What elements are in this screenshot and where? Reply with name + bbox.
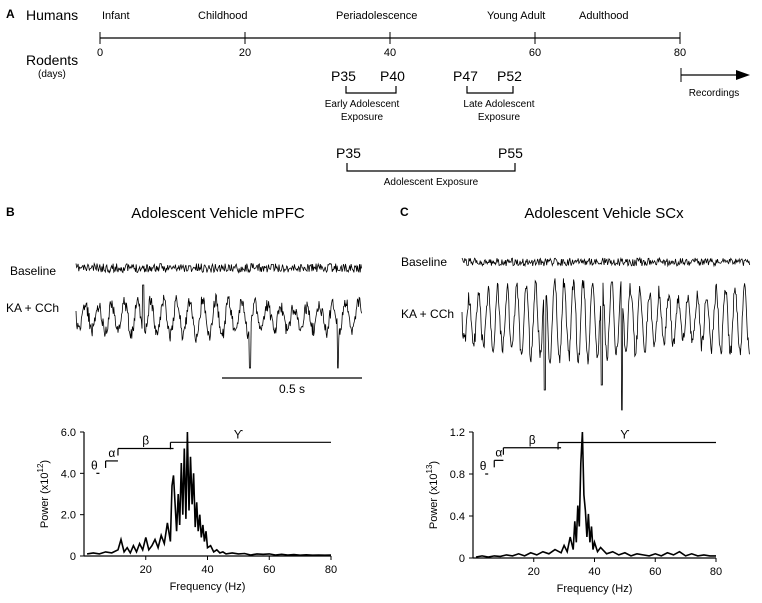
b-y-tick-label: 2.0 (61, 510, 76, 522)
late-start-label: P47 (453, 68, 478, 84)
early-label-line1: Early Adolescent (325, 99, 400, 110)
panel-c-spectrum-chart: 0 0.4 0.8 1.2 20 40 60 80 Frequency (Hz) Power (x… (425, 427, 722, 595)
panel-b-letter: B (6, 205, 15, 219)
panel-c-baseline-trace (461, 256, 751, 268)
full-bracket (346, 163, 516, 172)
c-y-tick-label: 0.8 (450, 469, 465, 481)
late-bracket (466, 86, 514, 94)
early-label-line2: Exposure (341, 112, 384, 123)
recordings-label: Recordings (689, 88, 740, 99)
panel-c-drug-trace (461, 278, 750, 411)
stage-infant: Infant (102, 10, 130, 22)
c-y-axis-label-exponent: 13 (425, 464, 434, 473)
c-band-label-2: β (529, 433, 536, 447)
panel-c-title: Adolescent Vehicle SCx (524, 205, 684, 222)
b-y-axis-label-exponent: 12 (36, 463, 45, 472)
c-y-tick-label: 0.4 (450, 511, 465, 523)
b-x-tick-label: 20 (140, 564, 152, 576)
stage-young-adult: Young Adult (487, 10, 545, 22)
c-band-label-3: ϒ (620, 428, 630, 442)
b-y-tick-label: 0 (70, 551, 76, 563)
early-end-label: P40 (380, 68, 405, 84)
panel-a: A Humans Infant Childhood Periadolescenc… (6, 7, 750, 188)
panel-c: C Adolescent Vehicle SCx Baseline KA + C… (400, 205, 751, 595)
humans-label: Humans (26, 7, 78, 23)
panel-c-baseline-label: Baseline (401, 255, 447, 269)
b-band-label-1: α (108, 446, 115, 460)
stage-adulthood: Adulthood (579, 10, 629, 22)
recordings-arrow-head (736, 70, 750, 80)
panel-b-baseline-trace (75, 262, 362, 274)
panel-c-drug-label: KA + CCh (401, 307, 454, 321)
c-band-label-0: θ (480, 459, 487, 473)
b-y-tick-label: 4.0 (61, 468, 76, 480)
timeline-label-80: 80 (674, 47, 686, 59)
late-label-line1: Late Adolescent (463, 99, 534, 110)
timeline-label-60: 60 (529, 47, 541, 59)
c-y-axis-label: Power (x1013) (425, 461, 440, 529)
days-label: (days) (38, 69, 66, 80)
rodents-label: Rodents (26, 52, 78, 68)
b-x-tick-label: 40 (201, 564, 213, 576)
c-x-tick-label: 40 (588, 566, 600, 578)
c-y-axis-label-end: ) (428, 461, 440, 465)
timeline-label-40: 40 (384, 47, 396, 59)
panel-b: B Adolescent Vehicle mPFC Baseline KA + … (6, 205, 362, 593)
panel-b-title: Adolescent Vehicle mPFC (131, 205, 305, 222)
c-x-tick-label: 60 (649, 566, 661, 578)
stage-periadolescence: Periadolescence (336, 10, 417, 22)
b-band-label-0: θ (91, 458, 98, 472)
b-y-axis-label: Power (x1012) (36, 460, 51, 528)
b-x-tick-label: 80 (325, 564, 337, 576)
panel-b-spectrum-chart: 0 2.0 4.0 6.0 20 40 60 80 Frequency (Hz) Power (x… (36, 427, 337, 593)
full-label: Adolescent Exposure (384, 177, 479, 188)
b-x-axis-label: Frequency (Hz) (170, 581, 246, 593)
panel-c-letter: C (400, 205, 409, 219)
c-y-tick-label: 1.2 (450, 427, 465, 439)
c-x-tick-label: 80 (710, 566, 722, 578)
c-x-axis-label: Frequency (Hz) (557, 583, 633, 595)
c-x-tick-label: 20 (528, 566, 540, 578)
late-label-line2: Exposure (478, 112, 521, 123)
b-spectrum-line (86, 431, 332, 557)
panel-b-baseline-label: Baseline (10, 264, 56, 278)
timeline-label-20: 20 (239, 47, 251, 59)
c-y-tick-label: 0 (459, 553, 465, 565)
b-y-axis-label-main: Power (x10 (39, 472, 51, 528)
b-y-axis-label-end: ) (39, 460, 51, 464)
late-end-label: P52 (497, 68, 522, 84)
panel-b-drug-trace (75, 284, 362, 369)
c-y-axis-label-main: Power (x10 (428, 473, 440, 529)
early-bracket (345, 86, 397, 94)
early-start-label: P35 (331, 68, 356, 84)
b-y-tick-label: 6.0 (61, 427, 76, 439)
b-band-label-2: β (142, 434, 149, 448)
b-x-tick-label: 60 (263, 564, 275, 576)
stage-childhood: Childhood (198, 10, 248, 22)
c-band-label-1: α (495, 445, 502, 459)
timeline-label-0: 0 (97, 47, 103, 59)
full-start-label: P35 (336, 145, 361, 161)
c-spectrum-line (475, 431, 716, 558)
panel-a-letter: A (6, 7, 15, 21)
full-end-label: P55 (498, 145, 523, 161)
scale-bar-label: 0.5 s (279, 382, 305, 396)
panel-b-drug-label: KA + CCh (6, 301, 59, 315)
b-band-label-3: ϒ (234, 427, 244, 441)
